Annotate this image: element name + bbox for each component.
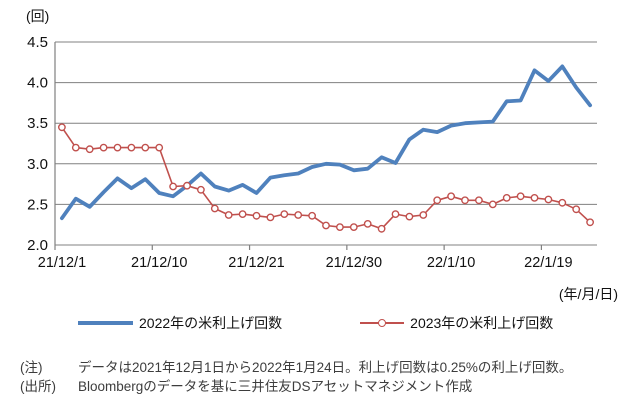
data-point-marker <box>183 181 191 190</box>
data-point-marker <box>474 196 483 205</box>
legend-item-2022-series: 2022年の米利上げ回数 <box>78 313 282 333</box>
data-point-marker <box>280 210 289 219</box>
data-point-marker <box>544 195 553 204</box>
chart-legend: 2022年の米利上げ回数 2023年の米利上げ回数 <box>0 313 640 333</box>
series-line-1 <box>61 126 591 230</box>
x-tick-label: 21/12/30 <box>326 255 382 271</box>
data-point-marker <box>210 204 219 213</box>
data-point-marker <box>252 211 261 220</box>
data-point-marker <box>335 223 344 232</box>
x-tick-label: 22/1/19 <box>524 255 572 271</box>
data-point-marker <box>85 145 94 154</box>
note-row: (注) データは2021年12月1日から2022年1月24日。利上げ回数は0.2… <box>0 358 640 377</box>
data-point-marker <box>58 123 66 132</box>
data-point-marker <box>377 224 386 233</box>
data-point-marker <box>447 192 455 201</box>
x-tick-label: 21/12/1 <box>38 255 86 271</box>
data-point-marker <box>572 205 581 214</box>
data-point-marker <box>155 143 164 152</box>
y-tick-label: 2.5 <box>27 196 48 213</box>
y-axis-unit-label: (回) <box>26 8 50 24</box>
data-point-marker <box>516 192 525 201</box>
data-point-marker <box>266 213 275 222</box>
note-text: データは2021年12月1日から2022年1月24日。利上げ回数は0.25%の利… <box>78 360 573 375</box>
source-row: (出所) Bloombergのデータを基に三井住友DSアセットマネジメント作成 <box>0 377 640 396</box>
y-tick-label: 3.5 <box>27 115 48 132</box>
rate-hike-line-chart: 4.5 4.0 3.5 3.0 2.5 2.021/12/1 21/12/10 21/12/2… <box>27 34 597 271</box>
data-point-marker <box>169 182 178 191</box>
x-tick-label: 22/1/10 <box>427 255 475 271</box>
data-point-marker <box>461 196 469 205</box>
source-text: Bloombergのデータを基に三井住友DSアセットマネジメント作成 <box>78 379 473 394</box>
legend-line-swatch-red <box>360 318 405 328</box>
data-point-marker <box>349 223 358 232</box>
legend-label-2023: 2023年の米利上げ回数 <box>410 315 554 331</box>
data-point-marker <box>488 200 497 209</box>
data-point-marker <box>322 221 330 230</box>
data-point-marker <box>433 196 442 205</box>
data-point-marker <box>71 143 80 152</box>
data-point-marker <box>308 211 316 220</box>
x-tick-label: 21/12/21 <box>228 255 284 271</box>
chart-footnotes: (注) データは2021年12月1日から2022年1月24日。利上げ回数は0.2… <box>0 358 640 396</box>
x-axis-unit-label: (年/月/日) <box>558 286 618 302</box>
data-point-marker <box>363 219 372 228</box>
data-point-marker <box>405 212 414 221</box>
data-point-marker <box>238 210 247 219</box>
y-tick-label: 2.0 <box>27 237 48 254</box>
data-point-marker <box>558 198 567 207</box>
data-point-marker <box>224 211 233 219</box>
data-point-marker <box>419 211 428 219</box>
series-line-0 <box>60 64 592 221</box>
data-point-marker <box>294 211 303 219</box>
data-point-marker <box>113 143 122 152</box>
legend-circle-marker <box>378 319 387 327</box>
data-point-marker <box>99 143 108 152</box>
data-point-marker <box>391 210 400 219</box>
legend-line-swatch-blue <box>78 318 133 328</box>
data-point-marker <box>196 185 205 194</box>
y-tick-label: 4.0 <box>27 75 48 92</box>
source-label: (出所) <box>20 379 56 394</box>
data-point-marker <box>586 218 594 227</box>
data-point-marker <box>502 193 511 202</box>
legend-item-2023-series: 2023年の米利上げ回数 <box>360 313 553 333</box>
data-point-marker <box>141 143 150 152</box>
x-tick-label: 21/12/10 <box>131 255 187 271</box>
y-tick-label: 3.0 <box>27 156 48 173</box>
data-point-marker <box>127 143 136 152</box>
note-label: (注) <box>20 360 43 375</box>
data-point-marker <box>530 193 539 202</box>
legend-label-2022: 2022年の米利上げ回数 <box>139 315 283 331</box>
y-tick-label: 4.5 <box>27 34 48 51</box>
